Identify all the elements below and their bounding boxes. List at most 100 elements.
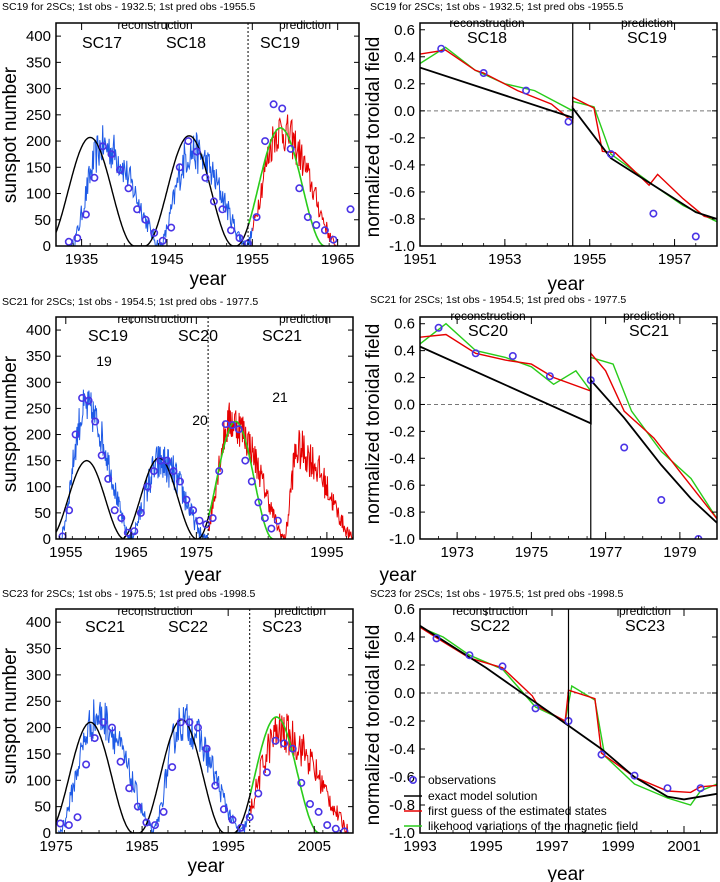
- y-tick-label: -0.6: [389, 769, 415, 786]
- observation-point: [228, 815, 237, 824]
- panel-c-cycle-number: 20: [192, 412, 208, 428]
- plot-area: [56, 699, 351, 833]
- y-tick-label: 300: [26, 374, 51, 391]
- plot-frame: [55, 316, 354, 540]
- observation-point: [260, 514, 269, 523]
- observation-point: [437, 44, 446, 53]
- observation-point: [303, 213, 312, 222]
- observation-point: [286, 144, 295, 153]
- predicted-sunspot-series: [249, 713, 351, 833]
- observation-point: [228, 421, 237, 430]
- x-tick-label: 1935: [65, 251, 98, 268]
- x-tick-label: 1979: [663, 544, 696, 561]
- observation-point: [288, 744, 297, 753]
- model-solution-line: [420, 345, 717, 524]
- panel-d: SC21 for 2SCs; 1st obs - 1954.5; 1st pre…: [363, 294, 718, 586]
- panel-b-cycle-label: SC19: [627, 30, 667, 47]
- x-tick-label: 1945: [150, 251, 183, 268]
- observation-point: [620, 443, 629, 452]
- first-guess-line: [420, 49, 717, 220]
- observation-point: [314, 807, 323, 816]
- observation-point: [184, 137, 193, 146]
- panel-a-title: SC19 for 2SCs; 1st obs - 1932.5; 1st pre…: [2, 1, 255, 13]
- y-tick-label: 50: [34, 212, 51, 229]
- observation-point: [195, 516, 204, 525]
- observation-point: [211, 781, 220, 790]
- observation-point: [545, 372, 554, 381]
- x-tick-label: 1999: [601, 838, 634, 855]
- panel-f-cycle-label: SC23: [625, 618, 665, 635]
- observation-point: [696, 784, 705, 793]
- observation-point: [108, 723, 117, 732]
- panel-d-title: SC21 for 2SCs; 1st obs - 1954.5; 1st pre…: [370, 294, 626, 306]
- plot-area: [56, 100, 355, 246]
- observation-point: [125, 784, 134, 793]
- y-tick-label: 250: [26, 107, 51, 124]
- observation-point: [116, 757, 125, 766]
- observation-point: [73, 234, 82, 243]
- x-tick-label: 1953: [488, 251, 521, 268]
- observation-point: [64, 821, 73, 830]
- observation-point: [201, 173, 210, 182]
- observation-point: [64, 237, 73, 246]
- panel-c-cycle-number: 21: [272, 389, 288, 405]
- model-solution-line: [420, 66, 717, 220]
- panel-c-xlabel: year: [185, 565, 223, 586]
- x-tick-label: 1975: [39, 838, 72, 855]
- model-solution-line: [56, 457, 211, 539]
- observation-point: [202, 520, 211, 529]
- y-tick-label: 0.6: [394, 316, 415, 333]
- x-tick-label: 1975: [515, 544, 548, 561]
- panel-a-cycle-label: SC17: [82, 35, 122, 52]
- predicted-sunspot-series: [252, 114, 337, 246]
- observation-point: [91, 417, 100, 426]
- monthly-sunspot-series: [58, 699, 251, 833]
- observation-point: [297, 778, 306, 787]
- panel-b-xlabel: year: [548, 274, 586, 295]
- observation-point: [116, 165, 125, 174]
- panel-f-cycle-label: SC22: [470, 618, 510, 635]
- panel-f-xlabel: year: [548, 864, 586, 882]
- observation-point: [564, 117, 573, 126]
- y-tick-label: 350: [26, 348, 51, 365]
- y-tick-label: 400: [26, 614, 51, 631]
- y-tick-label: 0.2: [394, 370, 415, 387]
- observation-point: [323, 821, 332, 830]
- observation-point: [269, 100, 278, 109]
- observation-point: [56, 819, 65, 828]
- observation-point: [168, 763, 177, 772]
- panel-d-cycle-label: SC21: [629, 323, 669, 340]
- x-tick-label: 2005: [298, 838, 331, 855]
- observation-point: [254, 789, 263, 798]
- y-tick-label: 300: [26, 81, 51, 98]
- observation-point: [630, 771, 639, 780]
- observation-point: [657, 495, 666, 504]
- panel-e-cycle-label: SC23: [262, 619, 302, 636]
- panel-b: SC19 for 2SCs; 1st obs - 1932.5; 1st pre…: [363, 1, 718, 295]
- plot-area: [420, 44, 717, 241]
- observation-point: [312, 221, 321, 230]
- plot-area: [56, 389, 353, 539]
- observation-point: [99, 718, 108, 727]
- legend-likelihood-label: likehood variations of the magnetic fiel…: [428, 819, 638, 833]
- y-tick-label: 0.4: [394, 629, 415, 646]
- observation-point: [508, 351, 517, 360]
- x-tick-label: 1995: [310, 544, 343, 561]
- observation-point: [597, 750, 606, 759]
- observation-point: [432, 634, 441, 643]
- observation-point: [158, 236, 167, 245]
- observation-point: [182, 495, 191, 504]
- observation-point: [65, 506, 74, 515]
- y-tick-label: 0.0: [394, 685, 415, 702]
- observation-point: [471, 349, 480, 358]
- likelihood-line: [420, 322, 717, 520]
- observation-point: [267, 524, 276, 533]
- y-tick-label: -0.4: [389, 450, 415, 467]
- y-tick-label: 0: [43, 531, 51, 548]
- y-tick-label: 0.0: [394, 103, 415, 120]
- y-tick-label: 250: [26, 400, 51, 417]
- panel-b-title: SC19 for 2SCs; 1st obs - 1932.5; 1st pre…: [370, 1, 623, 13]
- observation-point: [169, 467, 178, 476]
- observation-point: [331, 824, 340, 833]
- likelihood-line: [249, 716, 320, 833]
